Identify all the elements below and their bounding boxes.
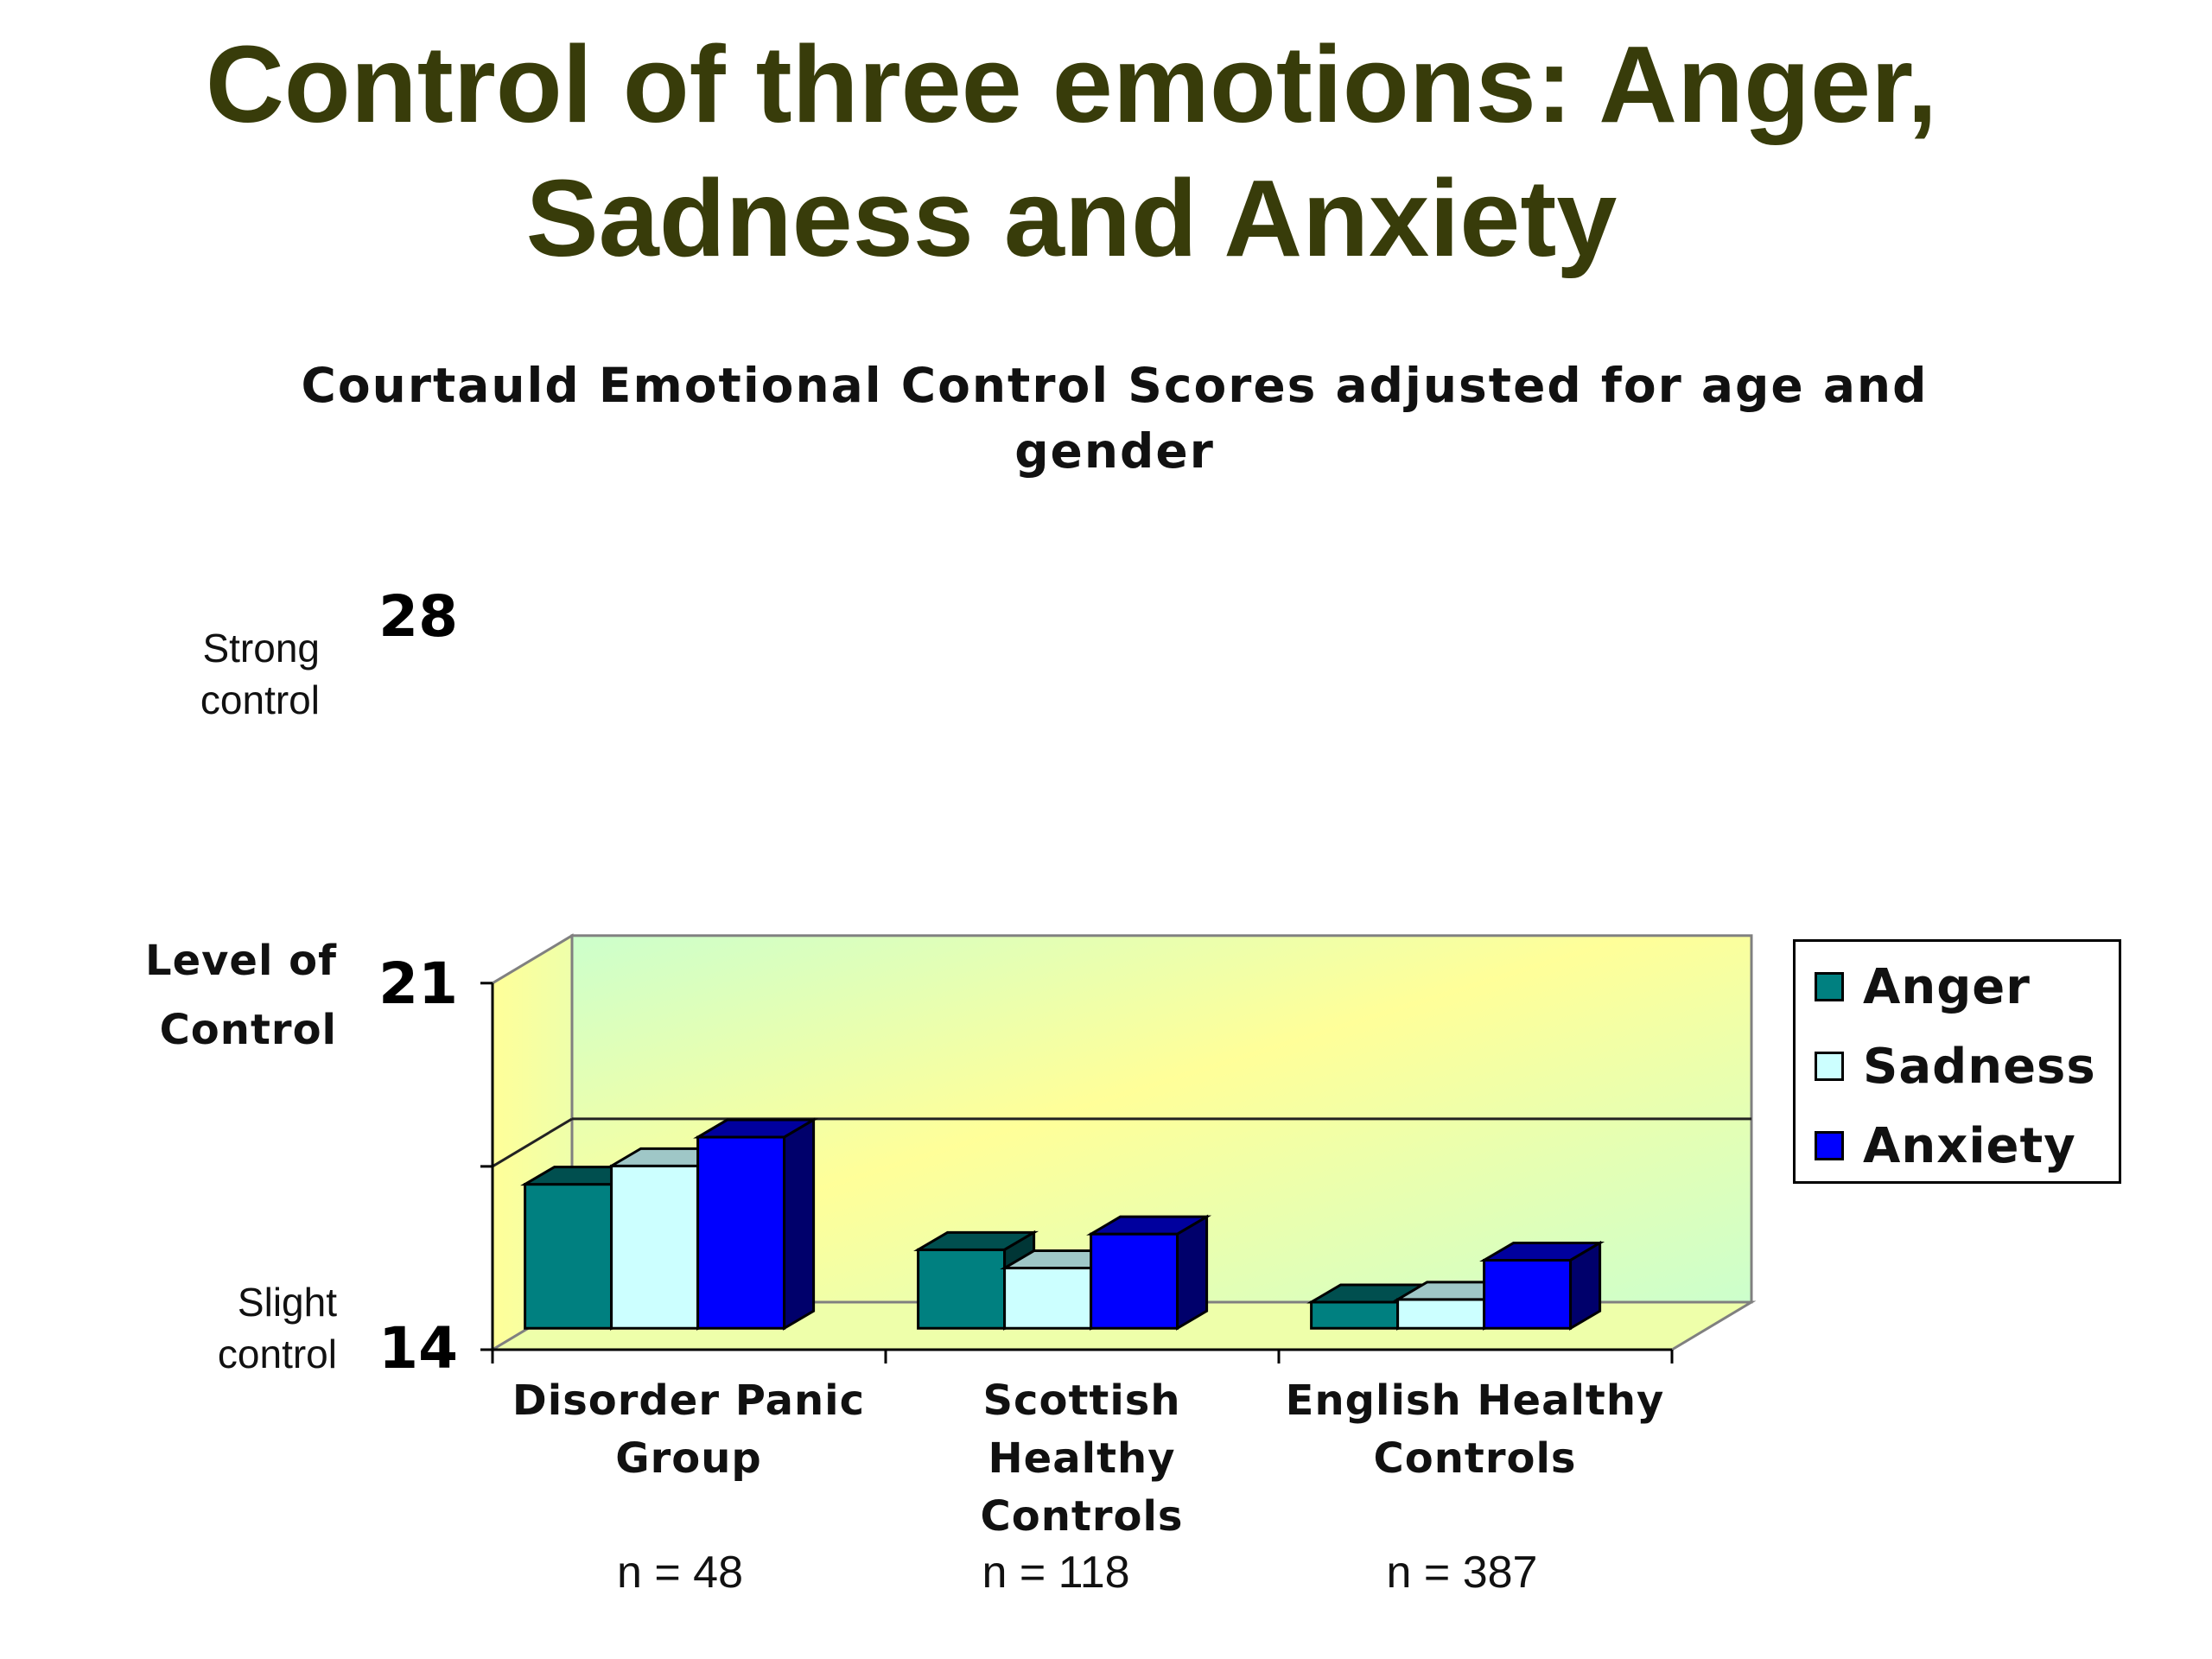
y-tick-label: 28: [378, 583, 458, 650]
chart-subtitle: Courtauld Emotional Control Scores adjus…: [301, 358, 1929, 479]
bar-front: [917, 1248, 1007, 1330]
legend-swatch: [1815, 1131, 1844, 1160]
x-category-label: Disorder Panic Group: [512, 1376, 866, 1483]
gridline-side: [492, 1117, 573, 1168]
bar-front: [610, 1164, 700, 1330]
bar-side: [1569, 1240, 1602, 1331]
bar-front: [1003, 1267, 1093, 1330]
sample-size-label: n = 118: [982, 1548, 1130, 1598]
bar-side: [1176, 1214, 1209, 1331]
page-title: Control of three emotions: Anger, Sadnes…: [205, 23, 1938, 279]
bar-side: [783, 1117, 816, 1331]
y-annotation-strong: Strong control: [200, 626, 320, 722]
x-category-label: English Healthy Controls: [1285, 1376, 1665, 1483]
bar-front: [696, 1135, 786, 1330]
sample-size-label: n = 48: [616, 1548, 744, 1598]
legend-swatch: [1815, 1052, 1844, 1081]
bar-front: [1396, 1298, 1486, 1330]
y-axis-label: Level of Control: [144, 937, 337, 1054]
chart-legend: Anger Sadness Anxiety: [1793, 939, 2121, 1184]
legend-item-anxiety: Anxiety: [1815, 1111, 2076, 1180]
y-annotation-slight: Slight control: [217, 1280, 337, 1376]
legend-swatch: [1815, 972, 1844, 1001]
y-tick-label: 21: [378, 950, 458, 1017]
bar: [1086, 1214, 1212, 1331]
legend-label: Anger: [1863, 958, 2031, 1015]
legend-item-sadness: Sadness: [1815, 1032, 2096, 1101]
bar: [1479, 1240, 1605, 1331]
bars-group: [520, 1117, 1605, 1331]
legend-item-anger: Anger: [1815, 952, 2031, 1021]
bar-front: [524, 1183, 613, 1330]
bar-front: [1310, 1300, 1400, 1330]
x-category-label: Scottish Healthy Controls: [980, 1376, 1184, 1541]
legend-label: Anxiety: [1863, 1117, 2076, 1174]
legend-label: Sadness: [1863, 1038, 2096, 1095]
bar-front: [1090, 1232, 1179, 1330]
sample-size-label: n = 387: [1386, 1548, 1538, 1598]
y-tick-label: 14: [378, 1315, 458, 1382]
bar-front: [1483, 1258, 1573, 1330]
bar: [693, 1117, 819, 1331]
